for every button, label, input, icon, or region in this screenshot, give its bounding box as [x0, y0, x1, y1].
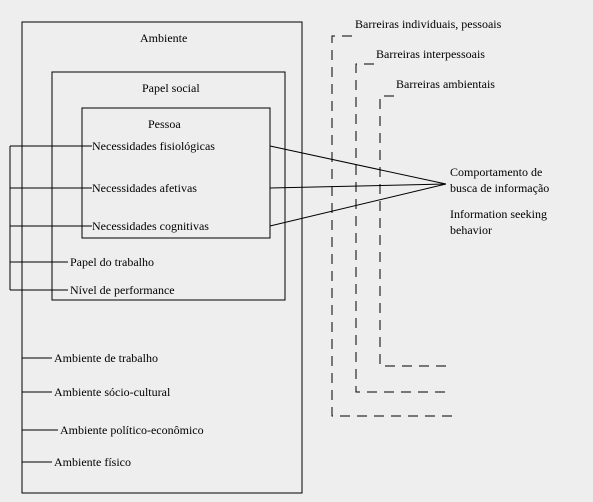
barrier-inner: [380, 96, 452, 366]
necessidades-fisiologicas: Necessidades fisiológicas: [92, 139, 215, 153]
barreiras-interpessoais: Barreiras interpessoais: [376, 47, 485, 61]
comportamento-line2: busca de informação: [450, 181, 549, 195]
comportamento-line1: Comportamento de: [450, 165, 542, 179]
ambiente-socio-cultural: Ambiente sócio-cultural: [54, 385, 171, 399]
ambiente-de-trabalho: Ambiente de trabalho: [54, 351, 158, 365]
necessidades-cognitivas: Necessidades cognitivas: [92, 219, 209, 233]
nivel-de-performance: Nível de performance: [70, 283, 175, 297]
ray-cognitivas: [270, 184, 446, 226]
ray-fisiologicas: [270, 146, 446, 184]
information-seeking-line2: behavior: [450, 223, 492, 237]
pessoa-label: Pessoa: [148, 117, 181, 131]
ambiente-fisico: Ambiente físico: [54, 455, 131, 469]
barrier-outer: [332, 36, 452, 416]
barreiras-individuais: Barreiras individuais, pessoais: [355, 17, 502, 31]
ray-afetivas: [270, 184, 446, 188]
necessidades-afetivas: Necessidades afetivas: [92, 181, 197, 195]
papel-social-label: Papel social: [142, 81, 200, 95]
barrier-middle: [356, 64, 452, 392]
ambiente-politico-economico: Ambiente político-econômico: [60, 423, 204, 437]
barreiras-ambientais: Barreiras ambientais: [396, 77, 495, 91]
information-seeking-line1: Information seeking: [450, 207, 547, 221]
ambiente-label: Ambiente: [140, 31, 187, 45]
papel-do-trabalho: Papel do trabalho: [70, 255, 154, 269]
